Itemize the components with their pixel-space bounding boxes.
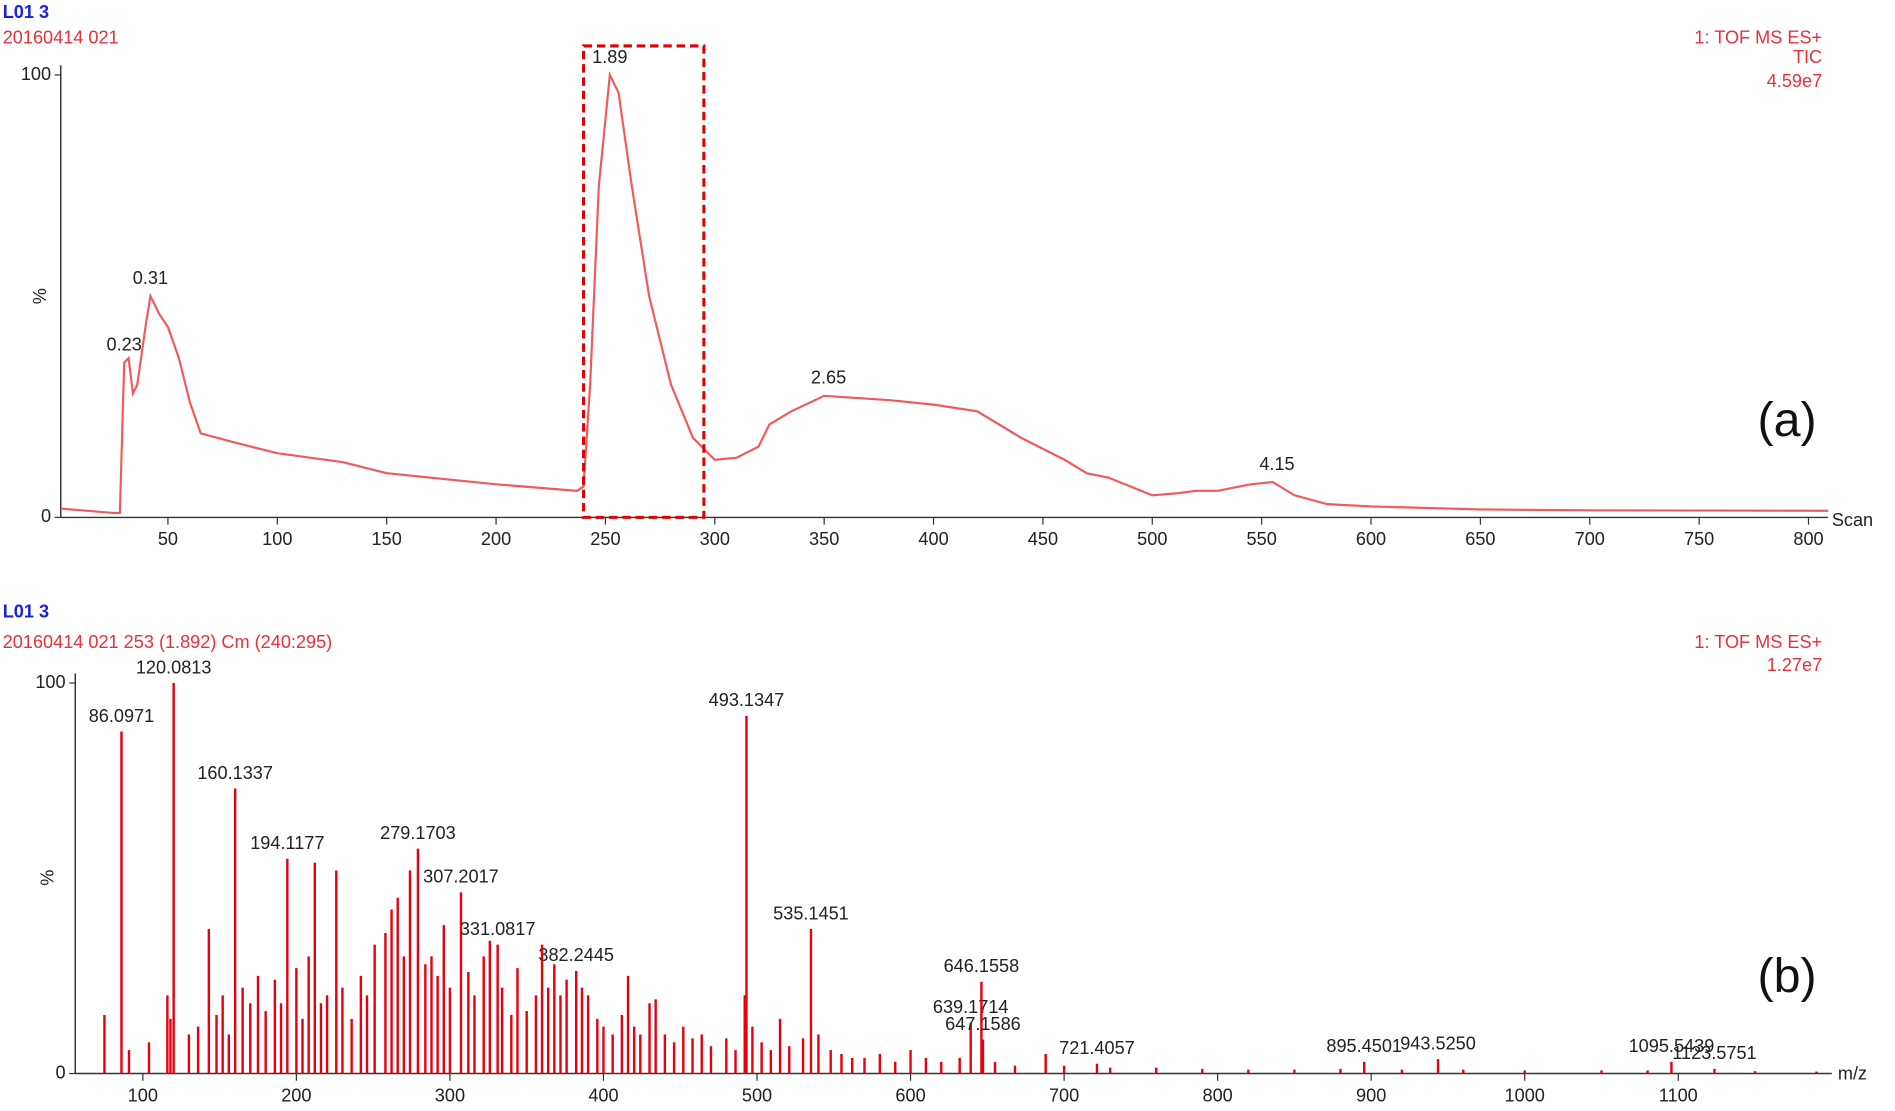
info-text: 4.59e7 (1767, 71, 1822, 91)
x-tick-label: 200 (281, 1085, 311, 1105)
x-tick-label: 650 (1465, 529, 1495, 549)
x-tick-label: 1000 (1505, 1085, 1545, 1105)
panel-subtitle: 20160414 021 (3, 27, 119, 47)
highlight-box (582, 44, 706, 519)
peak-label: 307.2017 (423, 867, 499, 887)
x-tick-label: 800 (1793, 529, 1823, 549)
y-tick-label: 100 (21, 64, 51, 84)
x-tick-label: 900 (1356, 1085, 1386, 1105)
peak-label: 4.15 (1259, 454, 1294, 474)
y-tick-label: 0 (41, 506, 51, 526)
peak-label: 721.4057 (1059, 1038, 1135, 1058)
y-axis-label: % (37, 870, 57, 886)
peak-label: 639.1714 (933, 997, 1009, 1017)
x-tick-label: 300 (700, 529, 730, 549)
y-tick-label: 100 (35, 672, 65, 692)
peak-label: 943.5250 (1400, 1033, 1476, 1053)
info-text: TIC (1793, 47, 1822, 67)
x-axis-label: m/z (1838, 1064, 1867, 1084)
peak-label: 331.0817 (460, 919, 536, 939)
peak-label: 279.1703 (380, 823, 456, 843)
x-tick-label: 700 (1575, 529, 1605, 549)
peak-label: 2.65 (811, 368, 846, 388)
x-tick-label: 800 (1203, 1085, 1233, 1105)
panel-label: (b) (1758, 949, 1817, 1003)
panel-subtitle: 20160414 021 253 (1.892) Cm (240:295) (3, 632, 333, 652)
x-tick-label: 400 (918, 529, 948, 549)
peak-label: 86.0971 (89, 706, 155, 726)
x-tick-label: 150 (372, 529, 402, 549)
x-tick-label: 500 (742, 1085, 772, 1105)
x-tick-label: 100 (262, 529, 292, 549)
x-tick-label: 450 (1028, 529, 1058, 549)
x-tick-label: 50 (158, 529, 178, 549)
peak-label: 160.1337 (197, 763, 273, 783)
x-tick-label: 500 (1137, 529, 1167, 549)
x-tick-label: 100 (128, 1085, 158, 1105)
peak-label: 382.2445 (538, 945, 614, 965)
peak-label: 1123.5751 (1672, 1043, 1756, 1063)
y-tick-label: 0 (55, 1062, 65, 1082)
peak-label: 535.1451 (773, 903, 849, 923)
x-tick-label: 750 (1684, 529, 1714, 549)
x-tick-label: 600 (895, 1085, 925, 1105)
panel-label: (a) (1758, 393, 1817, 447)
peak-label: 647.1586 (945, 1014, 1021, 1034)
peak-label: 646.1558 (944, 956, 1020, 976)
peak-label: 1.89 (592, 47, 627, 67)
x-tick-label: 550 (1247, 529, 1277, 549)
x-tick-label: 200 (481, 529, 511, 549)
peak-label: 895.4501 (1326, 1036, 1402, 1056)
peak-label: 0.23 (107, 334, 142, 354)
x-tick-label: 700 (1049, 1085, 1079, 1105)
peak-label: 493.1347 (709, 690, 785, 710)
panel-title: L01 3 (3, 2, 49, 22)
x-tick-label: 350 (809, 529, 839, 549)
x-axis-label: Scan (1832, 510, 1873, 530)
info-text: 1.27e7 (1767, 655, 1822, 675)
x-tick-label: 400 (588, 1085, 618, 1105)
x-tick-label: 300 (435, 1085, 465, 1105)
peak-label: 120.0813 (136, 657, 212, 677)
panel-title: L01 3 (3, 602, 49, 622)
x-tick-label: 1100 (1659, 1085, 1698, 1105)
x-tick-label: 250 (590, 529, 620, 549)
peak-label: 194.1177 (250, 833, 324, 853)
peak-label: 1095.5439 (1629, 1036, 1715, 1056)
info-text: 1: TOF MS ES+ (1694, 27, 1822, 47)
peak-label: 0.31 (133, 268, 168, 288)
y-axis-label: % (30, 288, 50, 304)
info-text: 1: TOF MS ES+ (1694, 632, 1822, 652)
x-tick-label: 600 (1356, 529, 1386, 549)
tic-line (60, 71, 1829, 515)
